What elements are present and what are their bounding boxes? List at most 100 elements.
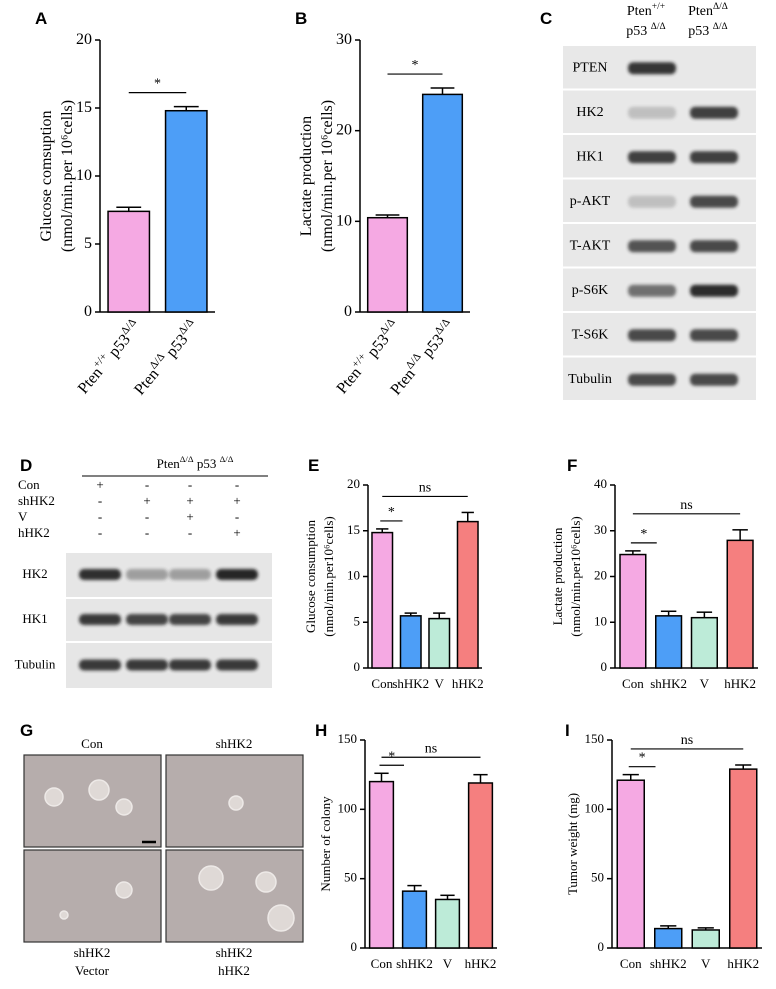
text-part: Tubulin (568, 372, 612, 387)
y-tick-label: 40 (594, 476, 607, 491)
image-label: hHK2 (218, 963, 250, 978)
text-part: PTEN (573, 60, 608, 75)
blot-band (628, 195, 676, 208)
text-part: shHK2 (216, 945, 253, 960)
panel-letter: I (565, 721, 570, 740)
y-tick-label: 0 (601, 659, 608, 674)
x-tick-label: V (443, 956, 453, 971)
text-part: V (18, 509, 28, 524)
text-part: Δ/Δ (220, 454, 234, 464)
y-tick-label: 30 (336, 31, 352, 48)
text-part: V (443, 956, 453, 971)
panel-letter: G (20, 721, 33, 740)
significance-label: * (154, 77, 161, 92)
text-part: ns (425, 741, 437, 756)
blot-band (628, 373, 676, 386)
y-tick-label: 0 (344, 303, 352, 320)
blot-band (690, 195, 738, 208)
image-label: Vector (75, 963, 110, 978)
y-axis-label: (nmol/min.per10⁶cells) (568, 516, 583, 636)
text-part: G (20, 721, 33, 740)
blot-band (690, 151, 738, 164)
condition-label: Con (18, 477, 40, 492)
condition-label: hHK2 (18, 525, 50, 540)
blot-band (628, 106, 676, 119)
text-part: + (143, 493, 150, 508)
y-tick-label: 0 (351, 939, 358, 954)
text-part: A (35, 9, 47, 28)
y-axis-label: (nmol/min.per 10⁶cells) (59, 100, 76, 252)
bar (467, 782, 494, 949)
text-part: 30 (336, 31, 352, 48)
condition-mark: + (186, 493, 193, 508)
blot-band (126, 614, 168, 625)
significance-label: ns (680, 498, 692, 513)
text-part: p53 (194, 456, 220, 471)
y-tick-label: 10 (336, 212, 352, 229)
text-part: shHK2 (650, 676, 687, 691)
y-axis-label: Lactate production (298, 116, 315, 236)
colony (115, 798, 133, 816)
blot-band (628, 284, 676, 297)
text-part: Glucose comsuption (38, 110, 55, 241)
text-part: (nmol/min.per10⁶cells) (568, 516, 583, 636)
blot-row-label: T-S6K (572, 327, 609, 342)
blot-band (216, 614, 258, 625)
significance-label: ns (419, 481, 431, 496)
text-part: 50 (344, 870, 357, 885)
blot-row-label: PTEN (573, 60, 608, 75)
y-tick-label: 20 (347, 476, 360, 491)
y-tick-label: 20 (76, 31, 92, 48)
condition-label: V (18, 509, 28, 524)
column-header: p53 Δ/Δ (626, 22, 665, 39)
x-tick-label: V (701, 956, 711, 971)
y-axis-label: Glucose comsuption (38, 110, 55, 241)
blot-row-label: HK1 (576, 149, 603, 164)
condition-mark: - (145, 525, 149, 540)
panel-letter: F (567, 456, 577, 475)
text-part: shHK2 (650, 956, 687, 971)
blot-band (690, 240, 738, 253)
text-part: 0 (354, 659, 361, 674)
y-tick-label: 5 (354, 613, 361, 628)
text-part: hHK2 (724, 676, 756, 691)
x-tick-label: PtenΔ/Δ p53Δ/Δ (385, 316, 459, 398)
colony (115, 881, 133, 899)
text-part: Lactate production (550, 527, 565, 625)
condition-mark: - (235, 509, 239, 524)
text-part: D (20, 456, 32, 475)
blot-band (126, 569, 168, 580)
blot-band (628, 151, 676, 164)
text-part: - (98, 509, 102, 524)
condition-mark: - (98, 509, 102, 524)
bar (107, 210, 151, 313)
text-part: 10 (76, 167, 92, 184)
condition-mark: - (188, 525, 192, 540)
x-tick-label: hHK2 (452, 676, 484, 691)
text-part: 20 (76, 31, 92, 48)
blot-row-label: T-AKT (570, 238, 611, 253)
text-part: 20 (347, 476, 360, 491)
bar (690, 616, 718, 669)
x-tick-label: hHK2 (465, 956, 497, 971)
text-part: 0 (351, 939, 358, 954)
text-part: Lactate production (298, 116, 315, 236)
bar (619, 553, 647, 669)
text-part: Number of colony (318, 796, 333, 892)
text-part: Tubulin (15, 656, 56, 671)
text-part: E (308, 456, 319, 475)
condition-mark: - (188, 477, 192, 492)
text-part: 40 (594, 476, 607, 491)
bar (421, 93, 464, 313)
text-part: * (154, 77, 161, 92)
text-part: F (567, 456, 577, 475)
text-part: hHK2 (465, 956, 497, 971)
blot-band (169, 659, 211, 671)
x-tick-label: shHK2 (396, 956, 433, 971)
significance-label: * (639, 751, 646, 766)
y-axis-label: Tumor weight (mg) (565, 793, 580, 895)
y-tick-label: 150 (585, 731, 605, 746)
text-part: - (145, 509, 149, 524)
x-tick-label: V (435, 676, 445, 691)
